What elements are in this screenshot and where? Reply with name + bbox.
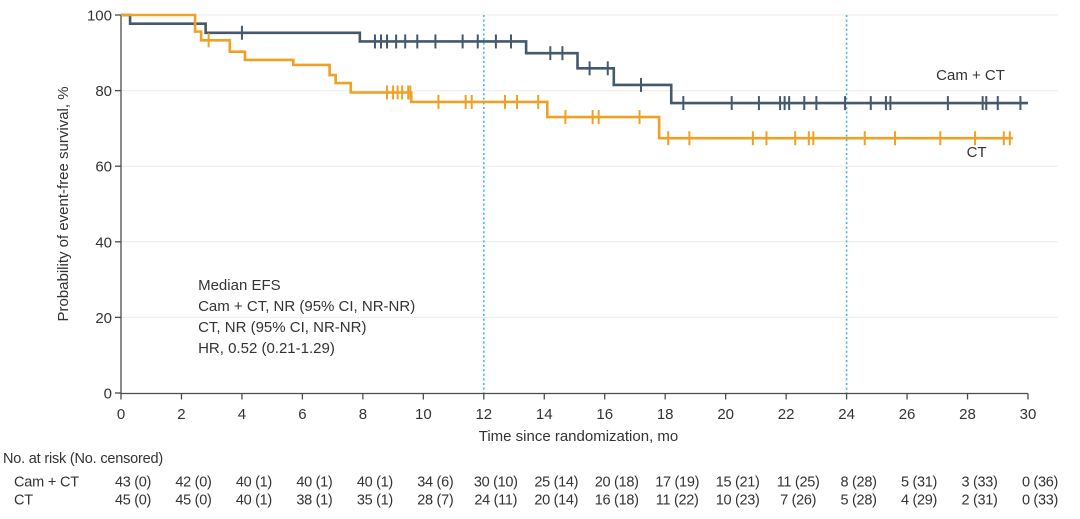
camct-curve (121, 13, 1028, 105)
annotation-line-3: HR, 0.52 (0.21-1.29) (198, 340, 335, 357)
x-axis-title: Time since randomization, mo (479, 428, 679, 445)
risk-row-label-camct: Cam + CT (14, 475, 79, 491)
x-tick-label: 22 (778, 406, 795, 423)
risk-value: 28 (7) (417, 493, 453, 509)
risk-row-label-ct: CT (14, 493, 33, 509)
x-tick-label: 30 (1020, 406, 1037, 423)
y-tick-label: 40 (95, 234, 112, 251)
risk-value: 40 (1) (236, 475, 272, 491)
x-tick-label: 20 (717, 406, 734, 423)
x-tick-label: 16 (596, 406, 613, 423)
risk-value: 8 (28) (841, 475, 877, 491)
x-tick-label: 10 (415, 406, 432, 423)
risk-value: 0 (33) (1022, 493, 1058, 509)
x-tick-label: 14 (536, 406, 553, 423)
risk-value: 11 (22) (656, 493, 699, 509)
y-axis-title: Probability of event-free survival, % (55, 86, 72, 321)
risk-value: 0 (36) (1022, 475, 1058, 491)
risk-value: 3 (33) (961, 475, 997, 491)
risk-value: 17 (19) (655, 475, 699, 491)
x-tick-label: 24 (838, 406, 855, 423)
annotation-line-2: CT, NR (95% CI, NR-NR) (198, 319, 366, 336)
risk-value: 40 (1) (236, 493, 272, 509)
risk-value: 10 (23) (716, 493, 760, 509)
x-tick-label: 6 (298, 406, 306, 423)
risk-value: 40 (1) (296, 475, 332, 491)
y-tick-label: 20 (95, 310, 112, 327)
x-tick-label: 4 (238, 406, 246, 423)
risk-value: 40 (1) (357, 475, 393, 491)
risk-value: 42 (0) (175, 475, 211, 491)
y-tick-label: 0 (104, 386, 112, 403)
risk-value: 34 (6) (417, 475, 453, 491)
risk-value: 30 (10) (474, 475, 518, 491)
y-tick-label: 80 (95, 83, 112, 100)
risk-value: 20 (18) (595, 475, 639, 491)
risk-value: 2 (31) (961, 493, 997, 509)
risk-value: 11 (25) (777, 475, 820, 491)
x-tick-label: 18 (657, 406, 674, 423)
risk-value: 45 (0) (175, 493, 211, 509)
risk-table-header: No. at risk (No. censored) (3, 451, 163, 467)
x-tick-label: 28 (959, 406, 976, 423)
risk-value: 5 (28) (841, 493, 877, 509)
annotation-line-0: Median EFS (198, 277, 281, 294)
risk-value: 16 (18) (595, 493, 639, 509)
x-tick-label: 0 (117, 406, 125, 423)
risk-value: 15 (21) (716, 475, 760, 491)
x-tick-label: 12 (475, 406, 492, 423)
ct-curve (121, 13, 1013, 140)
risk-value: 4 (29) (901, 493, 937, 509)
x-tick-label: 26 (899, 406, 916, 423)
camct-curve-label: Cam + CT (936, 67, 1005, 84)
risk-value: 38 (1) (296, 493, 332, 509)
y-tick-label: 100 (87, 8, 112, 25)
risk-value: 35 (1) (357, 493, 393, 509)
risk-value: 20 (14) (534, 493, 578, 509)
risk-value: 43 (0) (115, 475, 151, 491)
ct-curve-label: CT (967, 144, 987, 161)
risk-value: 25 (14) (534, 475, 578, 491)
annotation-line-1: Cam + CT, NR (95% CI, NR-NR) (198, 298, 415, 315)
x-tick-label: 8 (359, 406, 367, 423)
x-tick-label: 2 (177, 406, 185, 423)
risk-value: 45 (0) (115, 493, 151, 509)
y-tick-label: 60 (95, 159, 112, 176)
risk-value: 7 (26) (780, 493, 816, 509)
risk-value: 5 (31) (901, 475, 937, 491)
risk-value: 24 (11) (474, 493, 517, 509)
